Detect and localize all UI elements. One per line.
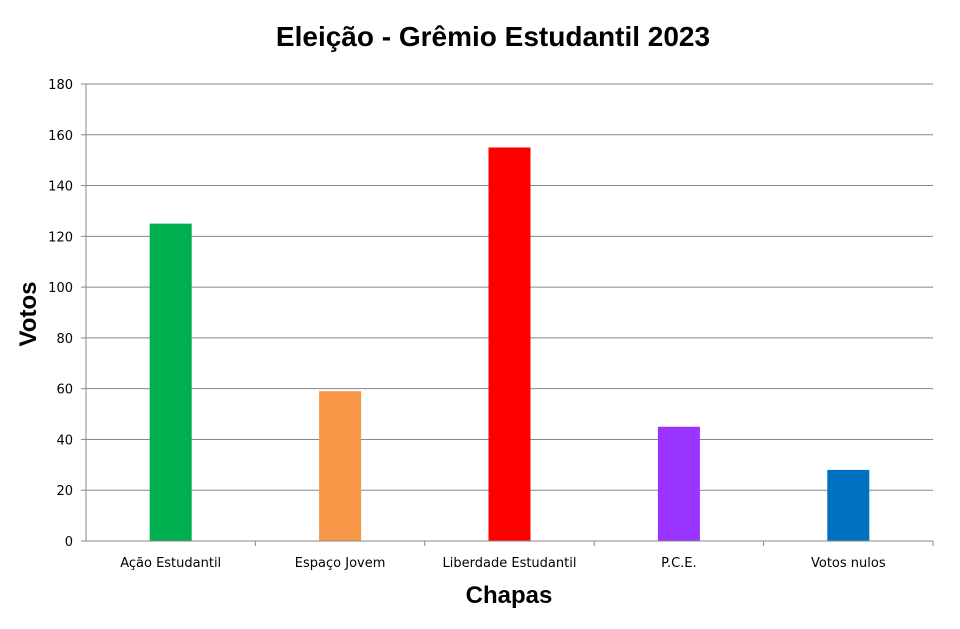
bar — [657, 426, 700, 541]
x-tick-label: P.C.E. — [661, 556, 697, 571]
chart-title: Eleição - Grêmio Estudantil 2023 — [276, 21, 710, 52]
y-tick-label: 20 — [56, 484, 73, 499]
y-axis-title: Votos — [15, 282, 42, 347]
y-tick-label: 0 — [65, 535, 73, 550]
y-tick-label: 100 — [48, 281, 73, 296]
y-tick-label: 160 — [48, 129, 73, 144]
y-tick-label: 40 — [56, 433, 73, 448]
x-tick-labels: Ação Estudantil Espaço Jovem Liberdade Est… — [120, 541, 934, 571]
bars — [149, 147, 870, 541]
y-tick-label: 180 — [48, 78, 73, 93]
bar — [827, 469, 870, 541]
x-tick-label: Ação Estudantil — [120, 556, 221, 571]
y-tick-labels: 0 20 40 60 80 100 120 140 160 180 — [48, 78, 73, 550]
bar — [149, 223, 192, 541]
x-axis-title: Chapas — [466, 582, 553, 609]
bar — [488, 147, 531, 541]
bar — [319, 391, 362, 541]
y-tick-label: 140 — [48, 180, 73, 195]
y-tick-label: 120 — [48, 230, 73, 245]
y-tick-label: 80 — [56, 332, 73, 347]
y-tick-label: 60 — [56, 383, 73, 398]
x-tick-label: Votos nulos — [811, 556, 886, 571]
x-tick-label: Liberdade Estudantil — [443, 556, 577, 571]
x-tick-label: Espaço Jovem — [295, 556, 386, 571]
